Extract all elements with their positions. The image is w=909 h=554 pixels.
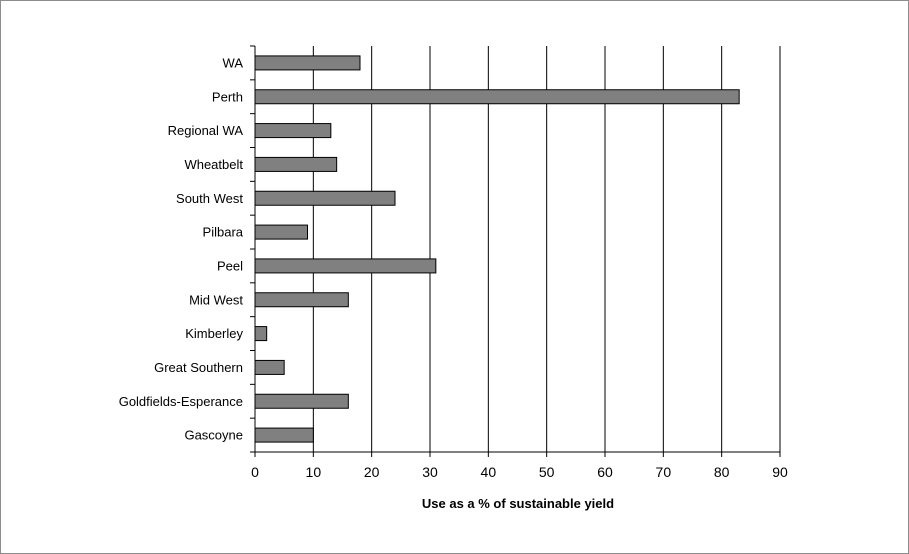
x-tick-label-90: 90 (772, 464, 788, 480)
x-tick-label-60: 60 (597, 464, 613, 480)
category-label-south-west: South West (176, 191, 243, 206)
category-label-goldfields-esperance: Goldfields-Esperance (119, 394, 243, 409)
bar-gascoyne (254, 427, 314, 443)
bar-goldfields-esperance (254, 393, 349, 409)
x-tick-labels: 0 10 20 30 40 50 60 70 80 90 (251, 464, 788, 480)
bar-mid-west (254, 292, 349, 308)
plot-area (255, 46, 780, 452)
category-label-great-southern: Great Southern (154, 360, 243, 375)
x-tick-label-20: 20 (364, 464, 380, 480)
bar-kimberley (254, 326, 268, 342)
bars (254, 55, 740, 443)
bar-wheatbelt (254, 156, 338, 172)
x-tick-label-80: 80 (714, 464, 730, 480)
x-tick-label-10: 10 (306, 464, 322, 480)
gridlines (312, 46, 781, 452)
x-tick-label-40: 40 (481, 464, 497, 480)
category-label-gascoyne: Gascoyne (184, 428, 243, 443)
x-tick-label-70: 70 (656, 464, 672, 480)
category-label-wa: WA (223, 55, 244, 70)
category-label-wheatbelt: Wheatbelt (184, 157, 243, 172)
bar-regional-wa (254, 123, 332, 139)
category-label-regional-wa: Regional WA (168, 123, 244, 138)
category-label-kimberley: Kimberley (185, 326, 243, 341)
x-axis-title: Use as a % of sustainable yield (422, 496, 614, 511)
bar-great-southern (254, 359, 285, 375)
x-tick-label-50: 50 (539, 464, 555, 480)
x-tick-label-30: 30 (422, 464, 438, 480)
axes (250, 45, 781, 457)
category-label-mid-west: Mid West (189, 292, 243, 307)
x-tick-label-0: 0 (251, 464, 259, 480)
bar-south-west (254, 190, 396, 206)
category-labels: WA Perth Regional WA Wheatbelt South West Pil… (119, 55, 244, 442)
bar-peel (254, 258, 437, 274)
bar-pilbara (254, 224, 308, 240)
category-label-perth: Perth (212, 89, 243, 104)
category-label-pilbara: Pilbara (203, 225, 244, 240)
bar-perth (254, 89, 740, 105)
category-label-peel: Peel (217, 258, 243, 273)
bar-wa (254, 55, 361, 71)
